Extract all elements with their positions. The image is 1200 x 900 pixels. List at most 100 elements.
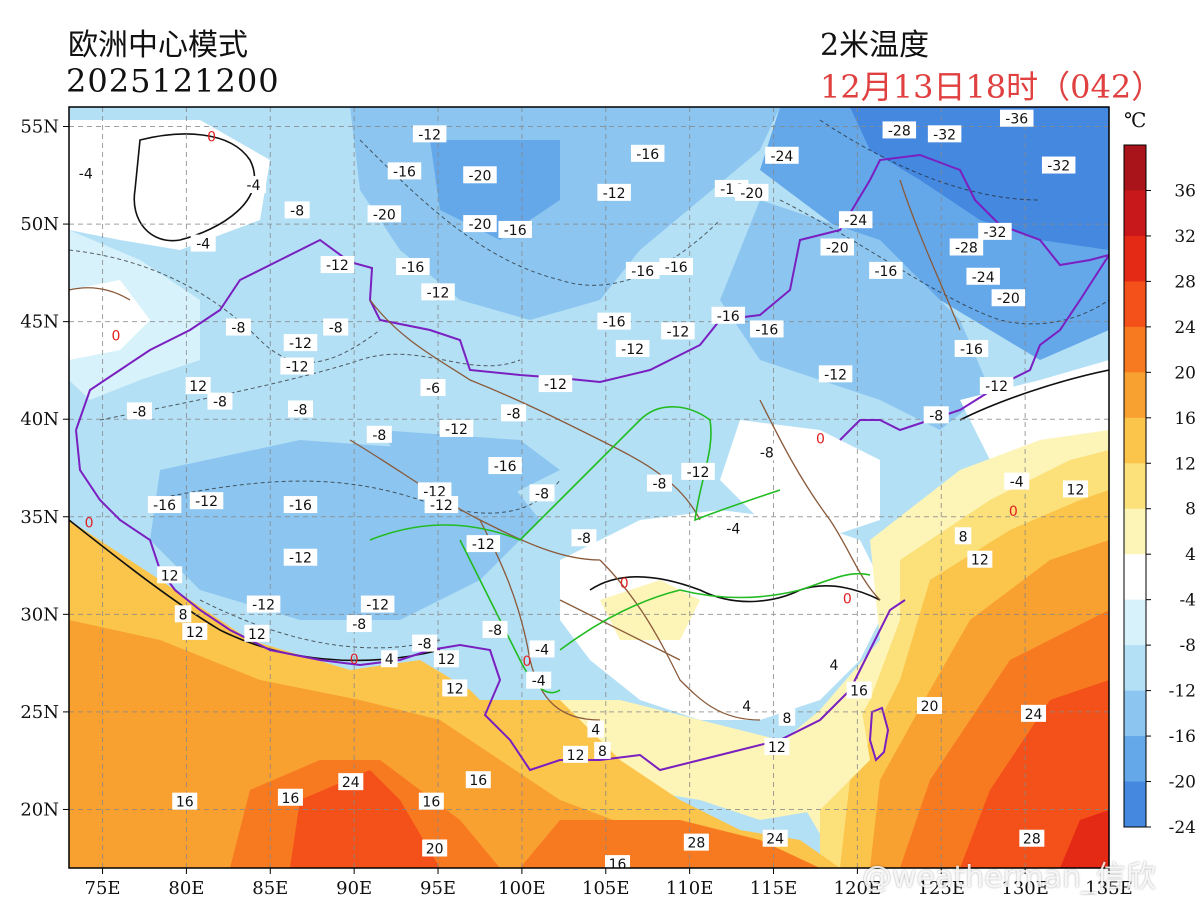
contour-label: 0	[85, 516, 94, 532]
contour-label-text: -32	[1047, 159, 1070, 175]
contour-label-text: -8	[535, 486, 549, 502]
contour-label-text: -20	[740, 186, 763, 202]
contour-label-text: -8	[290, 203, 304, 219]
contour-label-text: -8	[577, 531, 591, 547]
contour-label-text: -12	[687, 465, 710, 481]
contour-label-text: 24	[1025, 707, 1043, 723]
contour-label: 12	[157, 566, 183, 584]
contour-label-text: 24	[342, 775, 360, 791]
contour-label-text: -8	[418, 637, 432, 653]
colorbar-label: -4	[1179, 591, 1196, 611]
contour-label: -24	[765, 146, 799, 165]
contour-label: 0	[207, 129, 216, 145]
contour-label: -12	[360, 595, 395, 614]
contour-label: -12	[466, 535, 501, 553]
contour-label-text: 0	[350, 652, 359, 668]
contour-label: -20	[463, 215, 497, 233]
contour-label-text: 12	[186, 625, 204, 641]
contour-label: -16	[711, 306, 745, 325]
contour-label-text: 4	[591, 722, 600, 738]
lat-tick-label: 45N	[20, 312, 59, 333]
contour-label: -4	[720, 519, 746, 537]
contour-label: -4	[529, 640, 555, 658]
contour-label-text: -16	[717, 309, 740, 325]
contour-label-text: -32	[933, 127, 956, 143]
contour-label-text: -24	[770, 149, 793, 165]
lon-tick-label: 110E	[666, 878, 714, 899]
contour-label: 8	[954, 527, 972, 545]
contour-label-text: -20	[469, 168, 492, 184]
contour-label: -12	[283, 334, 318, 352]
lon-tick-label: 115E	[750, 878, 798, 899]
contour-label: -12	[538, 375, 573, 393]
contour-label: -8	[323, 318, 349, 336]
contour-label-text: -12	[621, 342, 644, 358]
contour-label-text: -16	[960, 342, 983, 358]
contour-label: 12	[182, 622, 208, 641]
lon-tick-label: 100E	[498, 878, 546, 899]
contour-label-text: -16	[631, 264, 654, 280]
contour-label: -4	[1004, 472, 1030, 491]
contour-label: -24	[838, 211, 873, 229]
contour-label: 20	[422, 839, 448, 857]
contour-label-text: -8	[231, 320, 245, 336]
watermark: @weatherman_信欣	[862, 860, 1157, 895]
contour-label: -28	[882, 121, 917, 139]
contour-label: 12	[433, 650, 459, 668]
contour-label-text: -4	[1010, 475, 1024, 491]
contour-label: -12	[320, 256, 355, 274]
colorbar-frame	[1123, 144, 1147, 828]
contour-label-text: -8	[372, 428, 386, 444]
contour-label-text: -8	[293, 402, 307, 418]
lon-tick-label: 135E	[1085, 878, 1133, 899]
contour-labels: 0-4-4-4-12-16 -20-16-12 -16-20-24-28 -32-36…	[73, 109, 1088, 868]
contour-label-text: -16	[603, 315, 626, 331]
contour-label: -16	[625, 261, 660, 280]
contour-label: 16	[418, 792, 444, 811]
colorbar-label: 20	[1174, 363, 1196, 383]
contour-label: -8	[287, 400, 313, 418]
contour-label: 0	[112, 328, 121, 344]
contour-label-text: 4	[742, 699, 751, 715]
contour-label: -8	[366, 425, 392, 444]
contour-label: 12	[563, 745, 589, 764]
contour-label-text: -20	[997, 291, 1020, 307]
contour-label: 16	[605, 855, 631, 868]
contour-label: 4	[587, 720, 604, 738]
contour-label: 8	[594, 741, 611, 760]
contour-label-text: 0	[207, 129, 216, 145]
contour-label: -8	[412, 634, 438, 653]
colorbar-label: 4	[1185, 545, 1196, 565]
colorbar-label: -20	[1169, 773, 1196, 793]
contour-label: -12	[412, 125, 447, 143]
contour-label-text: 12	[189, 379, 207, 395]
contour-label-text: 16	[282, 791, 300, 807]
contour-label: -8	[529, 484, 555, 502]
contour-label: 0	[1009, 504, 1018, 520]
colorbar-swatch	[1124, 326, 1146, 373]
contour-label: -20	[367, 205, 402, 223]
contour-label-text: -8	[760, 445, 774, 461]
contour-label: -8	[225, 318, 251, 336]
colorbar-swatch	[1124, 508, 1146, 555]
map-frame	[68, 106, 1110, 869]
colorbar-swatch	[1124, 235, 1146, 282]
contour-label-text: -8	[507, 406, 521, 422]
colorbar-swatch	[1124, 645, 1146, 692]
contour-label: -8	[284, 201, 310, 219]
contour-label: -20	[734, 183, 769, 202]
contour-label: 12	[185, 377, 211, 395]
contour-label-text: -4	[726, 521, 740, 537]
contour-label: -8	[482, 620, 508, 639]
contour-label-text: -36	[1005, 112, 1028, 128]
colorbar-unit: ℃	[1124, 108, 1147, 132]
contour-label-text: -20	[469, 217, 492, 233]
contour-label: -32	[978, 222, 1012, 241]
colorbar-label: 32	[1174, 227, 1196, 247]
contour-label-text: 8	[179, 607, 188, 623]
contour-label: -28	[949, 238, 984, 256]
contour-label-text: 0	[843, 592, 852, 608]
colorbar-swatch	[1124, 690, 1146, 737]
contour-label: 12	[967, 550, 993, 569]
contour-label-text: -8	[652, 477, 666, 493]
